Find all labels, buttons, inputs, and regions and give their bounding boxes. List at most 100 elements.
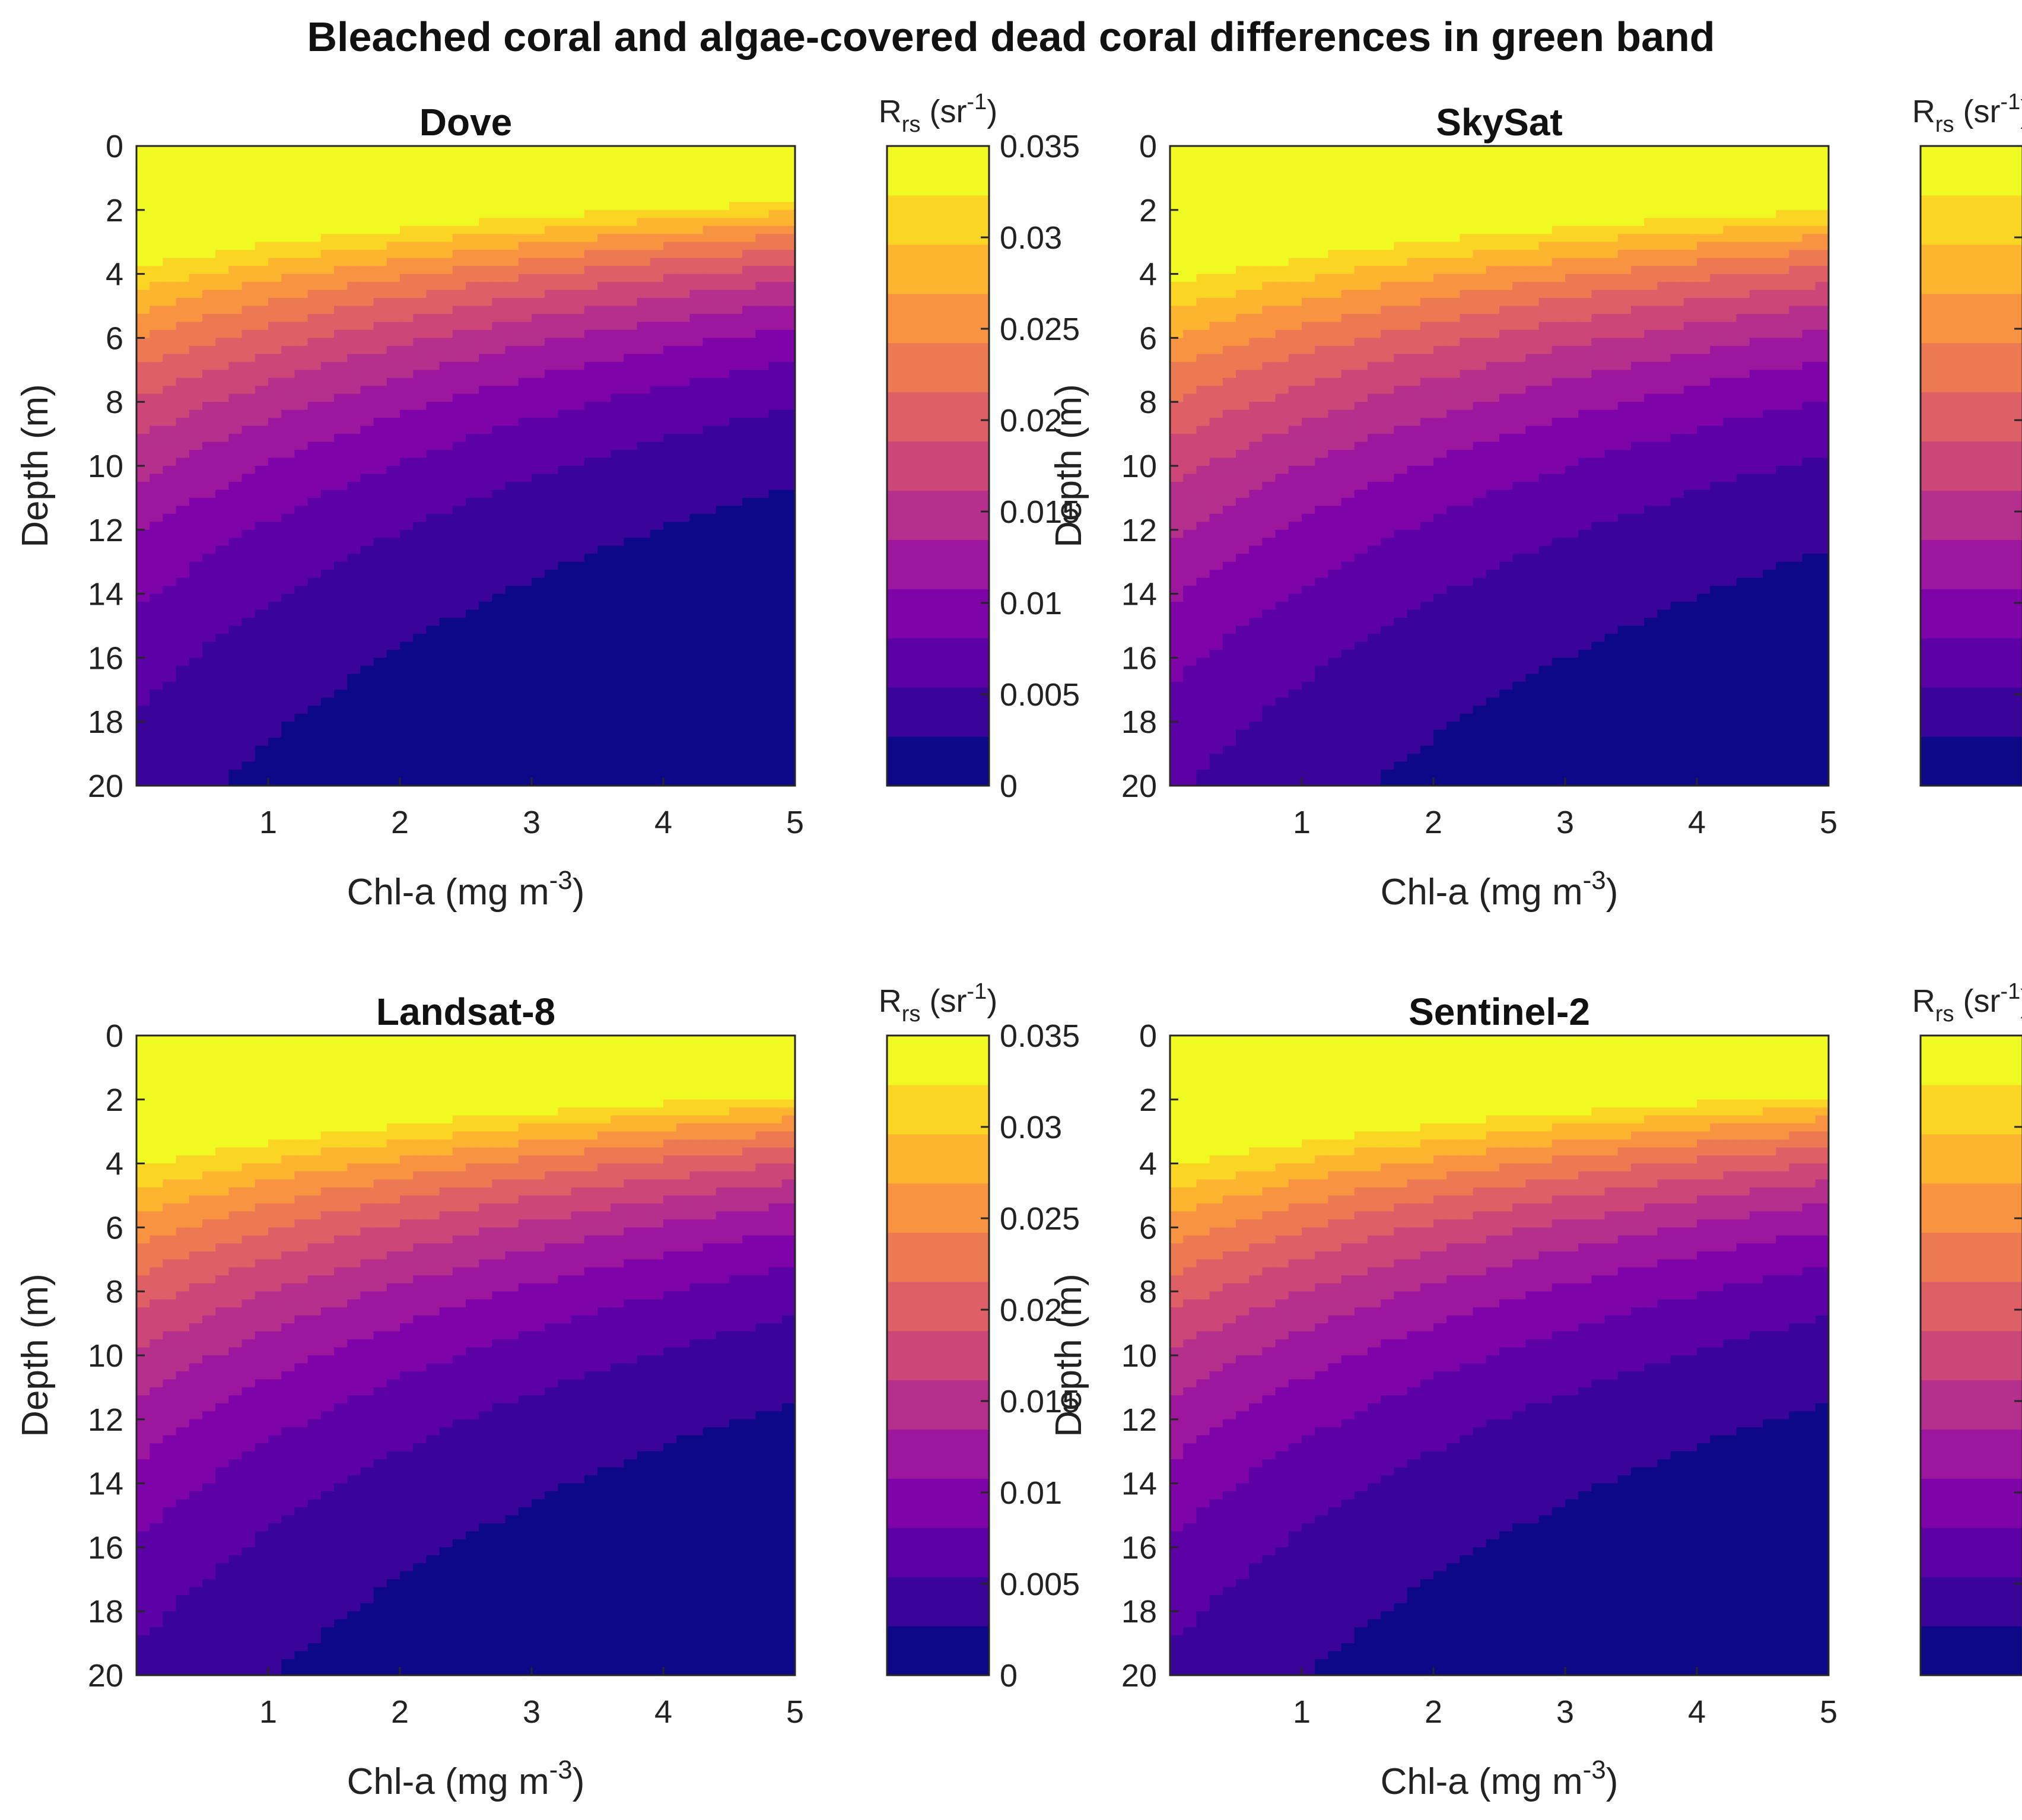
heatmap-cell xyxy=(360,722,374,730)
heatmap-cell xyxy=(202,282,216,290)
heatmap-cell xyxy=(1578,162,1592,170)
heatmap-cell xyxy=(532,154,545,162)
heatmap-cell xyxy=(637,506,651,514)
heatmap-cell xyxy=(545,666,558,674)
heatmap-cell xyxy=(703,402,717,410)
heatmap-cell xyxy=(268,306,282,315)
heatmap-cell xyxy=(360,674,374,682)
heatmap-cell xyxy=(689,242,703,250)
heatmap-cell xyxy=(1750,162,1763,170)
heatmap-cell xyxy=(769,618,783,626)
heatmap-cell xyxy=(189,722,203,730)
heatmap-cell xyxy=(189,490,203,498)
heatmap-cell xyxy=(255,610,269,618)
heatmap-cell xyxy=(703,378,717,386)
heatmap-cell xyxy=(308,666,322,674)
heatmap-cell xyxy=(189,338,203,346)
heatmap-cell xyxy=(716,682,730,690)
heatmap-cell xyxy=(1262,154,1276,162)
heatmap-cell xyxy=(255,378,269,386)
heatmap-cell xyxy=(1578,226,1592,234)
heatmap-cell xyxy=(440,298,453,306)
heatmap-cell xyxy=(650,682,664,690)
heatmap-cell xyxy=(228,410,242,418)
heatmap-cell xyxy=(440,146,453,154)
heatmap-cell xyxy=(637,546,651,554)
heatmap-cell xyxy=(453,218,466,226)
heatmap-cell xyxy=(426,594,440,602)
heatmap-cell xyxy=(453,194,466,202)
heatmap-cell xyxy=(703,778,717,786)
heatmap-cell xyxy=(1789,194,1802,202)
heatmap-cell xyxy=(400,266,414,274)
heatmap-cell xyxy=(308,714,322,722)
heatmap-cell xyxy=(584,722,598,730)
heatmap-cell xyxy=(545,274,558,282)
heatmap-cell xyxy=(492,626,506,634)
heatmap-cell xyxy=(453,434,466,442)
heatmap-cell xyxy=(334,641,348,650)
heatmap-cell xyxy=(584,298,598,306)
heatmap-cell xyxy=(136,514,150,522)
heatmap-cell xyxy=(742,426,756,434)
heatmap-cell xyxy=(1499,250,1513,258)
heatmap-cell xyxy=(242,530,256,538)
heatmap-cell xyxy=(755,602,769,610)
heatmap-cell xyxy=(413,706,427,714)
heatmap-cell xyxy=(782,674,796,682)
heatmap-cell xyxy=(729,474,743,482)
heatmap-cell xyxy=(163,730,176,738)
heatmap-cell xyxy=(597,410,611,418)
heatmap-cell xyxy=(1710,274,1724,282)
heatmap-cell xyxy=(769,682,783,690)
heatmap-cell xyxy=(769,698,783,706)
heatmap-cell xyxy=(308,306,322,315)
heatmap-cell xyxy=(1420,202,1434,210)
heatmap-cell xyxy=(321,450,335,458)
heatmap-cell xyxy=(558,602,571,610)
heatmap-cell xyxy=(1433,210,1447,218)
heatmap-cell xyxy=(308,778,322,786)
heatmap-cell xyxy=(321,530,335,538)
heatmap-cell xyxy=(1631,154,1645,162)
heatmap-cell xyxy=(650,210,664,218)
heatmap-cell xyxy=(1236,162,1250,170)
heatmap-cell xyxy=(1196,210,1210,218)
heatmap-cell xyxy=(492,330,506,338)
heatmap-cell xyxy=(268,706,282,714)
heatmap-cell xyxy=(597,538,611,546)
heatmap-cell xyxy=(1512,242,1526,250)
heatmap-cell xyxy=(742,458,756,466)
heatmap-cell xyxy=(1710,218,1724,226)
heatmap-cell xyxy=(413,474,427,482)
heatmap-cell xyxy=(334,666,348,674)
heatmap-cell xyxy=(176,482,190,490)
heatmap-cell xyxy=(268,546,282,554)
heatmap-cell xyxy=(255,490,269,498)
heatmap-cell xyxy=(729,266,743,274)
heatmap-cell xyxy=(597,202,611,210)
heatmap-cell xyxy=(374,562,387,570)
heatmap-cell xyxy=(584,482,598,490)
heatmap-cell xyxy=(1315,170,1328,178)
heatmap-cell xyxy=(136,218,150,226)
heatmap-cell xyxy=(202,506,216,514)
heatmap-cell xyxy=(611,458,624,466)
heatmap-cell xyxy=(387,610,400,618)
heatmap-cell xyxy=(1697,266,1711,274)
heatmap-cell xyxy=(519,178,532,186)
heatmap-cell xyxy=(676,778,690,786)
heatmap-cell xyxy=(519,506,532,514)
heatmap-cell xyxy=(519,234,532,242)
heatmap-cell xyxy=(755,218,769,226)
heatmap-cell xyxy=(637,154,651,162)
heatmap-cell xyxy=(150,490,163,498)
heatmap-cell xyxy=(1776,282,1789,290)
heatmap-cell xyxy=(228,354,242,362)
heatmap-cell xyxy=(413,266,427,274)
heatmap-cell xyxy=(374,386,387,394)
heatmap-cell xyxy=(506,482,519,490)
heatmap-cell xyxy=(228,250,242,258)
heatmap-cell xyxy=(1341,170,1355,178)
heatmap-cell xyxy=(729,298,743,306)
